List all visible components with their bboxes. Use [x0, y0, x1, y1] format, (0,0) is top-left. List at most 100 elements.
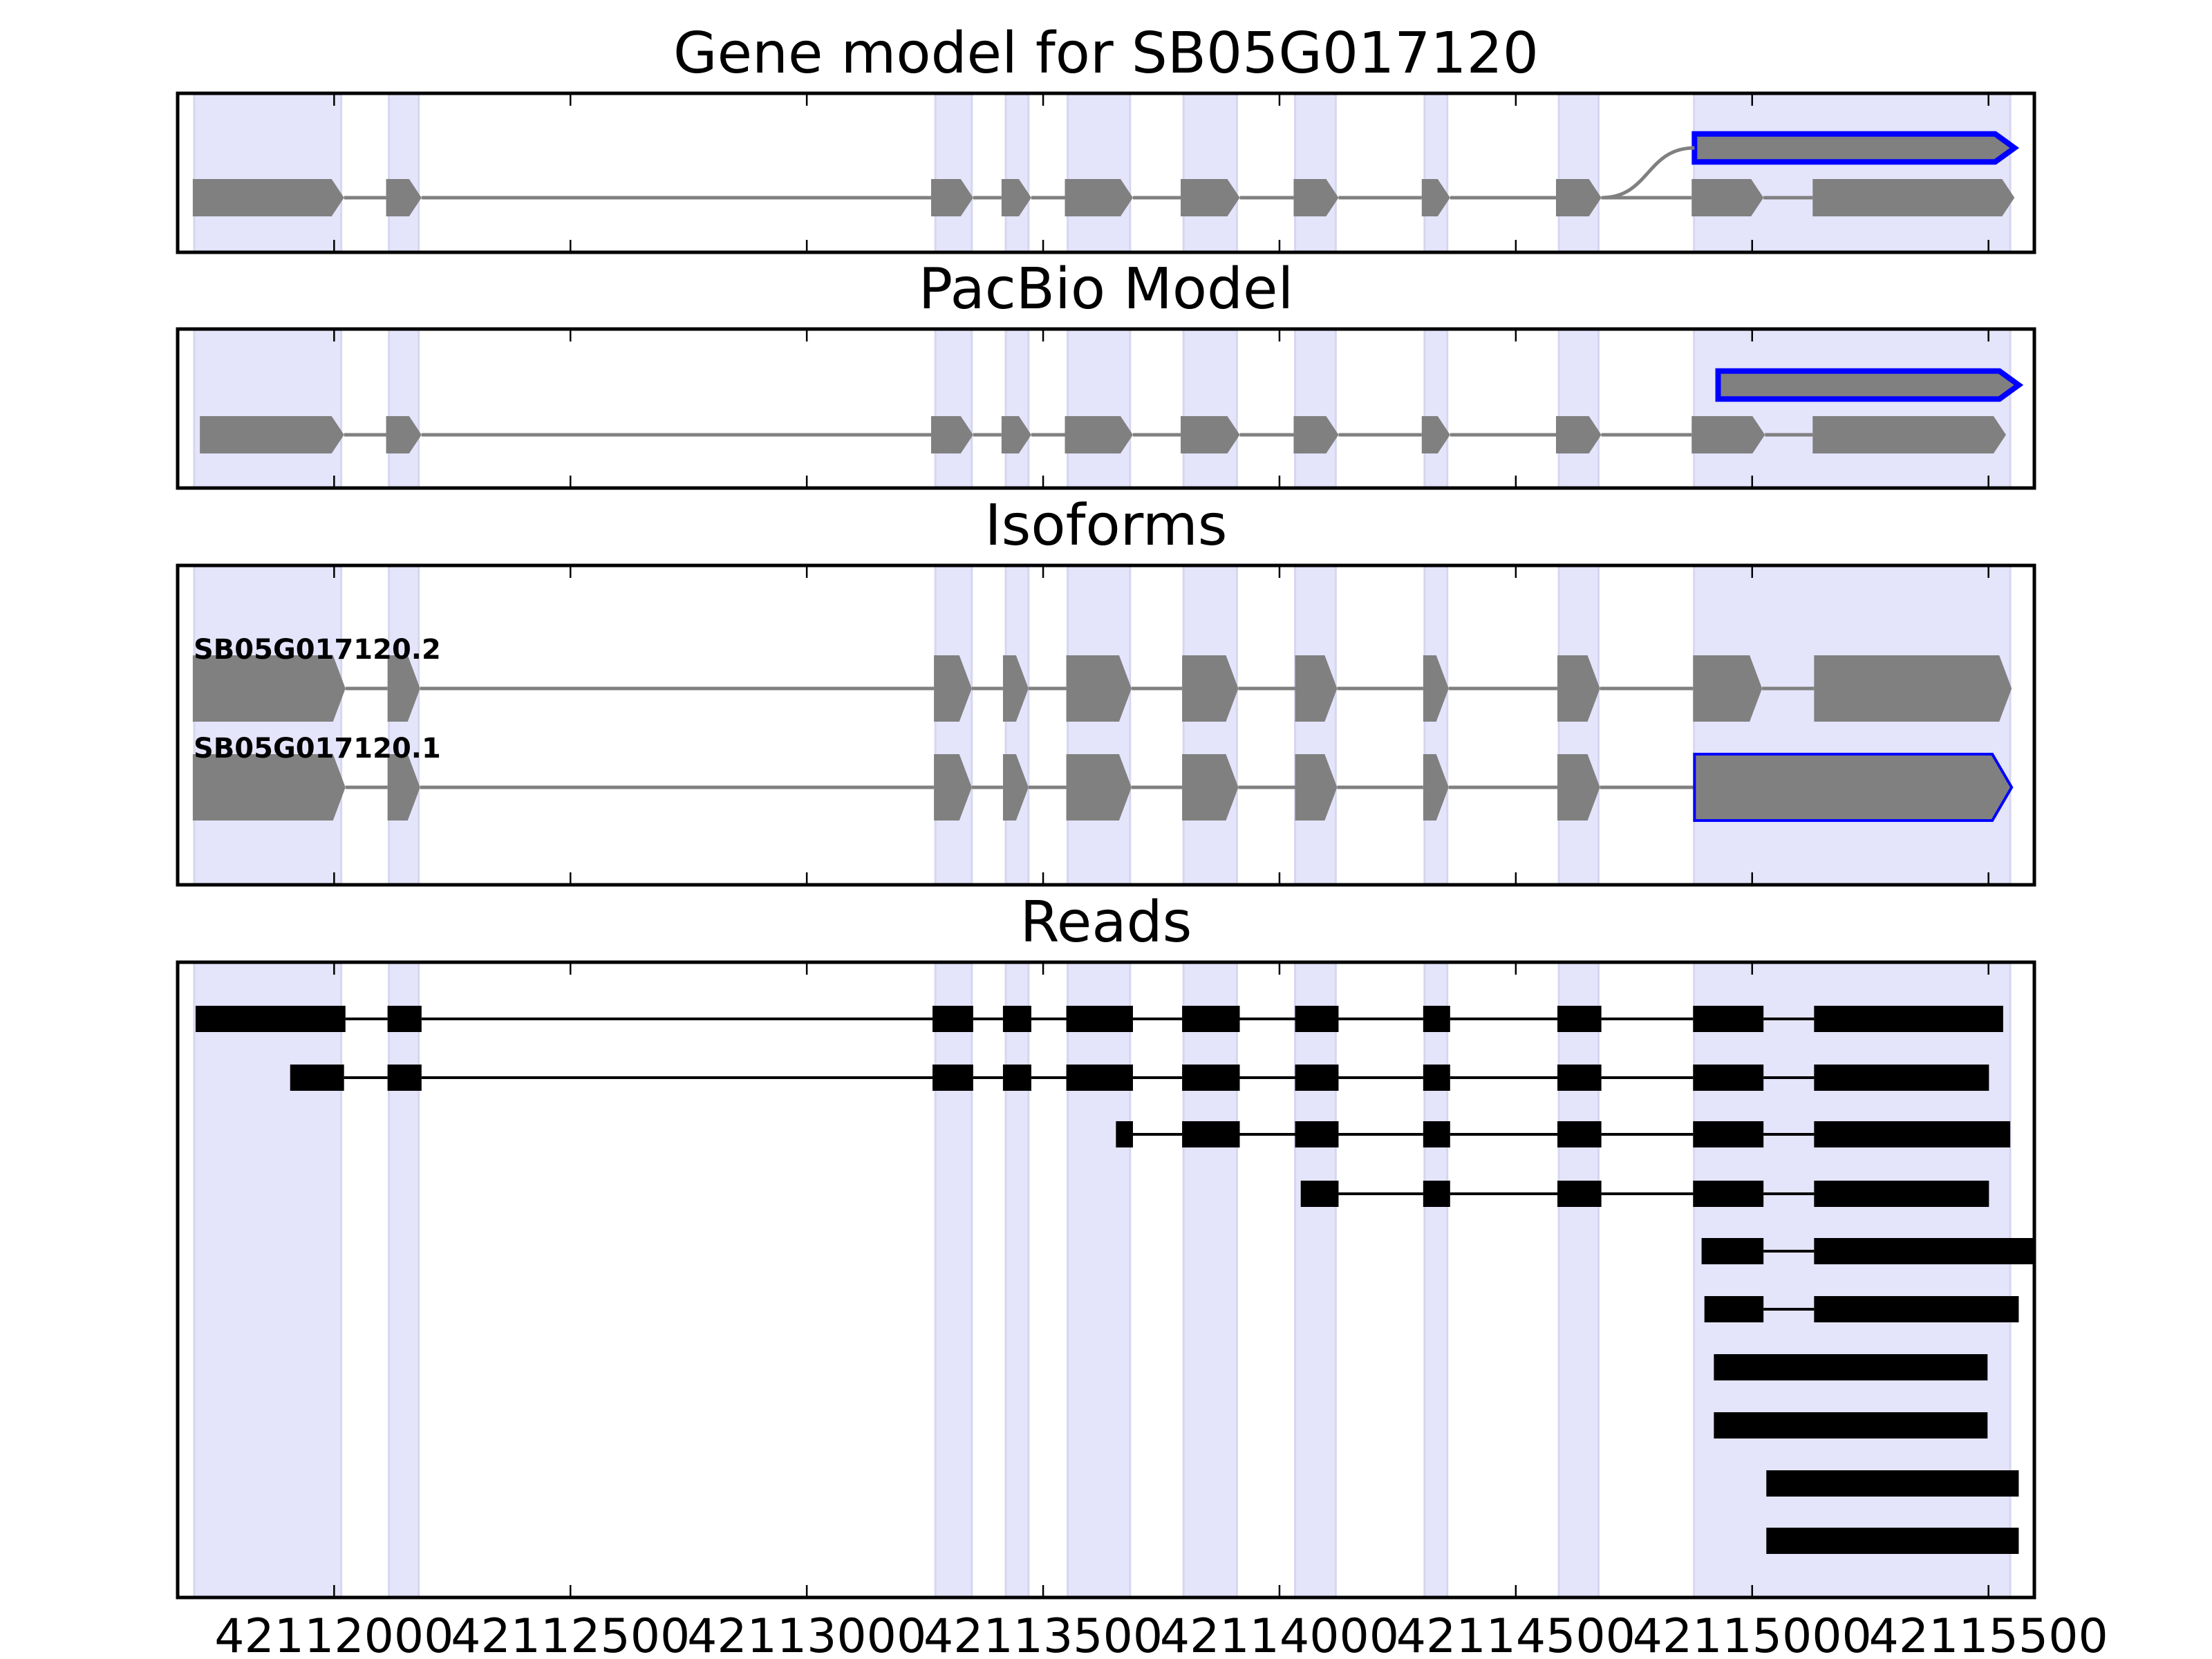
highlighted-exon: [1715, 368, 2024, 402]
read-block: [1693, 1006, 1764, 1032]
exon-block: [1557, 655, 1600, 722]
exon-block: [1066, 754, 1132, 821]
exon-block: [1002, 655, 1029, 722]
exon-shade: [1004, 962, 1030, 1597]
read-block: [1182, 1006, 1240, 1032]
x-tick-label: 42115000: [1633, 1609, 1872, 1659]
exon-shade: [934, 962, 973, 1597]
exon-shade: [1557, 93, 1600, 252]
exon-shade: [1182, 962, 1238, 1597]
read-block: [1814, 1065, 1989, 1091]
read-block: [1423, 1065, 1450, 1091]
exon-block: [387, 655, 420, 722]
exon-shade: [1557, 962, 1600, 1597]
panel-title: Reads: [1020, 890, 1192, 955]
read-block: [290, 1065, 344, 1091]
read-block: [1714, 1354, 1988, 1380]
read-block: [1423, 1121, 1450, 1147]
exon-shade: [1294, 962, 1337, 1597]
exon-block: [1421, 416, 1450, 453]
exon-shade: [1294, 565, 1337, 885]
panel-title: Gene model for SB05G017120: [673, 21, 1539, 86]
read-block: [387, 1065, 422, 1091]
read-block: [932, 1006, 973, 1032]
read-block: [1693, 1121, 1764, 1147]
exon-block: [1182, 655, 1239, 722]
read-block: [1693, 1065, 1764, 1091]
x-tick-label: 42112000: [214, 1609, 453, 1659]
x-tick-label: 42115500: [1869, 1609, 2108, 1659]
panel-frame: [176, 563, 2036, 887]
panel-frame: [176, 960, 2036, 1600]
highlighted-exon: [1691, 131, 2020, 165]
exon-block: [1555, 416, 1602, 453]
read-block: [1066, 1006, 1133, 1032]
exon-block: [1293, 416, 1339, 453]
exon-block: [1691, 179, 1764, 216]
exon-block: [1182, 754, 1239, 821]
exon-shade: [1423, 565, 1449, 885]
exon-block: [1181, 416, 1240, 453]
exon-block: [1557, 754, 1600, 821]
isoform-label: SB05G017120.2: [194, 634, 441, 666]
exon-block: [192, 754, 346, 821]
exon-shade: [193, 565, 343, 885]
exon-shade: [1182, 93, 1238, 252]
exon-shade: [1294, 329, 1337, 488]
read-block: [1766, 1470, 2019, 1497]
read-block: [1557, 1181, 1602, 1207]
exon-block: [1295, 655, 1338, 722]
exon-block: [1181, 179, 1240, 216]
exon-shade: [1004, 93, 1030, 252]
exon-block: [192, 179, 344, 216]
exon-shade: [934, 329, 973, 488]
exon-shade: [1423, 93, 1449, 252]
read-block: [1182, 1065, 1240, 1091]
exon-shade: [1067, 962, 1132, 1597]
exon-shade: [1557, 565, 1600, 885]
exon-shade: [1693, 962, 2012, 1597]
exon-shade: [1067, 565, 1132, 885]
read-block: [387, 1006, 422, 1032]
read-block: [932, 1065, 973, 1091]
read-block: [1002, 1006, 1031, 1032]
read-block: [1182, 1121, 1240, 1147]
exon-block: [1814, 655, 2012, 722]
exon-block: [200, 416, 344, 453]
highlighted-exon: [1693, 753, 2014, 822]
read-block: [1423, 1006, 1450, 1032]
exon-shade: [1693, 565, 2012, 885]
read-block: [1116, 1121, 1133, 1147]
x-tick-label: 42114500: [1396, 1609, 1635, 1659]
panel-frame: [176, 327, 2036, 490]
exon-block: [1812, 179, 2015, 216]
exon-shade: [1182, 329, 1238, 488]
exon-block: [1065, 179, 1133, 216]
exon-block: [1693, 655, 1763, 722]
exon-shade: [1067, 93, 1132, 252]
read-block: [1557, 1006, 1602, 1032]
isoform-label: SB05G017120.1: [194, 733, 441, 765]
exon-block: [1295, 754, 1338, 821]
read-block: [1002, 1065, 1031, 1091]
exon-shade: [1294, 93, 1337, 252]
exon-block: [192, 655, 346, 722]
read-block: [1704, 1296, 1764, 1322]
exon-shade: [388, 93, 420, 252]
exon-block: [1001, 179, 1031, 216]
isoform-connector: [1601, 146, 1695, 200]
exon-shade: [934, 93, 973, 252]
panel-title: PacBio Model: [919, 256, 1294, 322]
read-block: [1814, 1181, 1989, 1207]
exon-block: [934, 754, 972, 821]
read-block: [1423, 1181, 1450, 1207]
read-block: [1295, 1121, 1339, 1147]
exon-block: [1691, 416, 1765, 453]
read-block: [1557, 1121, 1602, 1147]
exon-shade: [1004, 329, 1030, 488]
exon-block: [1812, 416, 2006, 453]
exon-block: [1293, 179, 1339, 216]
exon-block: [934, 655, 972, 722]
read-block: [1814, 1296, 2019, 1322]
exon-block: [1065, 416, 1133, 453]
